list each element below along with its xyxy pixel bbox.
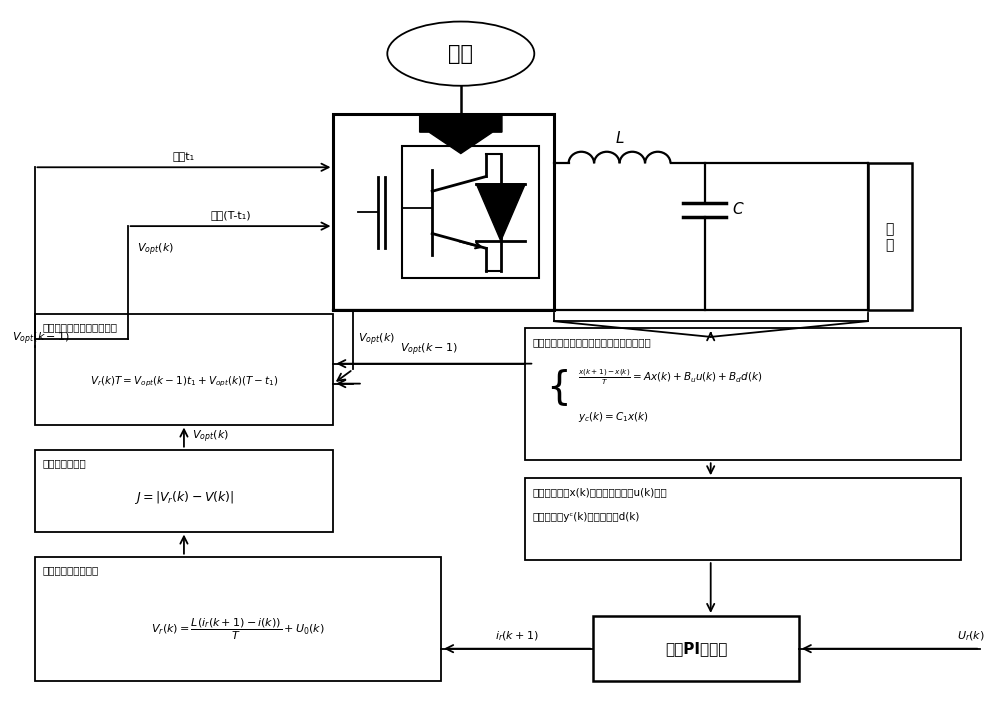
- Text: 数字PI控制器: 数字PI控制器: [665, 641, 727, 656]
- Text: $\frac{x(k+1)-x(k)}{T}=Ax(k)+B_u u(k)+B_d d(k)$: $\frac{x(k+1)-x(k)}{T}=Ax(k)+B_u u(k)+B_…: [578, 368, 763, 387]
- Text: $y_c(k)=C_1 x(k)$: $y_c(k)=C_1 x(k)$: [578, 411, 649, 424]
- Polygon shape: [476, 184, 525, 241]
- Text: $V_r(k)T=V_{opt}(k-1)t_1+V_{opt}(k)(T-t_1)$: $V_r(k)T=V_{opt}(k-1)t_1+V_{opt}(k)(T-t_…: [90, 375, 278, 389]
- Text: $V_{opt}(k)$: $V_{opt}(k)$: [192, 429, 229, 446]
- Text: 输入: 输入: [448, 44, 473, 63]
- Text: $V_{opt}(k-1)$: $V_{opt}(k-1)$: [400, 341, 458, 358]
- Text: $V_{opt}(k-1)$: $V_{opt}(k-1)$: [12, 331, 70, 347]
- Text: $V_{opt}(k)$: $V_{opt}(k)$: [358, 332, 395, 348]
- Text: 作用(T-t₁): 作用(T-t₁): [210, 210, 251, 221]
- Text: 定义目标函数：: 定义目标函数：: [42, 458, 86, 468]
- FancyBboxPatch shape: [34, 314, 333, 424]
- FancyBboxPatch shape: [333, 114, 554, 310]
- Text: $V_r(k)=\dfrac{L(i_r(k+1)-i(k))}{T}+U_0(k)$: $V_r(k)=\dfrac{L(i_r(k+1)-i(k))}{T}+U_0(…: [151, 617, 325, 642]
- Text: 控输出变量yᶜ(k)和干扰变量d(k): 控输出变量yᶜ(k)和干扰变量d(k): [532, 513, 640, 523]
- Text: $J=|V_r(k)-V(k)|$: $J=|V_r(k)-V(k)|$: [134, 489, 234, 506]
- Ellipse shape: [387, 22, 534, 86]
- Text: 作用t₁: 作用t₁: [173, 151, 195, 162]
- Text: $U_r(k)$: $U_r(k)$: [957, 629, 985, 643]
- FancyBboxPatch shape: [34, 450, 333, 531]
- Text: 负
载: 负 载: [885, 222, 894, 252]
- FancyBboxPatch shape: [868, 163, 912, 310]
- FancyBboxPatch shape: [34, 557, 441, 681]
- Polygon shape: [420, 114, 502, 154]
- FancyBboxPatch shape: [524, 328, 961, 460]
- Text: L: L: [615, 130, 624, 146]
- FancyBboxPatch shape: [524, 478, 961, 561]
- Text: 计算参考电压矢量：: 计算参考电压矢量：: [42, 565, 99, 575]
- FancyBboxPatch shape: [593, 616, 799, 681]
- Text: {: {: [546, 368, 571, 405]
- Text: 测量状态变量x(k)，控制输入变量u(k)，被: 测量状态变量x(k)，控制输入变量u(k)，被: [532, 487, 667, 496]
- FancyBboxPatch shape: [402, 146, 539, 278]
- Text: 计算每个矢量作用的时间：: 计算每个矢量作用的时间：: [42, 323, 117, 333]
- Text: 列出系统离散时刻的状态方程并离散化得：: 列出系统离散时刻的状态方程并离散化得：: [532, 337, 651, 347]
- Text: $i_r(k+1)$: $i_r(k+1)$: [495, 629, 539, 643]
- Text: $V_{opt}(k)$: $V_{opt}(k)$: [137, 242, 174, 258]
- Text: C: C: [732, 202, 743, 217]
